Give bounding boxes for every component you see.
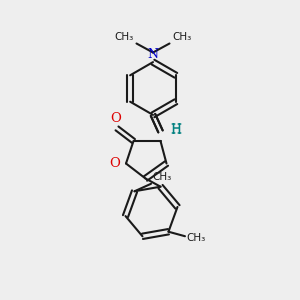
Text: H: H bbox=[170, 124, 181, 137]
Text: CH₃: CH₃ bbox=[115, 32, 134, 42]
Text: CH₃: CH₃ bbox=[187, 233, 206, 243]
Text: N: N bbox=[148, 48, 158, 61]
Text: O: O bbox=[110, 112, 121, 125]
Text: CH₃: CH₃ bbox=[172, 32, 191, 42]
Text: CH₃: CH₃ bbox=[152, 172, 172, 182]
Text: H: H bbox=[170, 123, 181, 136]
Text: O: O bbox=[110, 157, 121, 170]
